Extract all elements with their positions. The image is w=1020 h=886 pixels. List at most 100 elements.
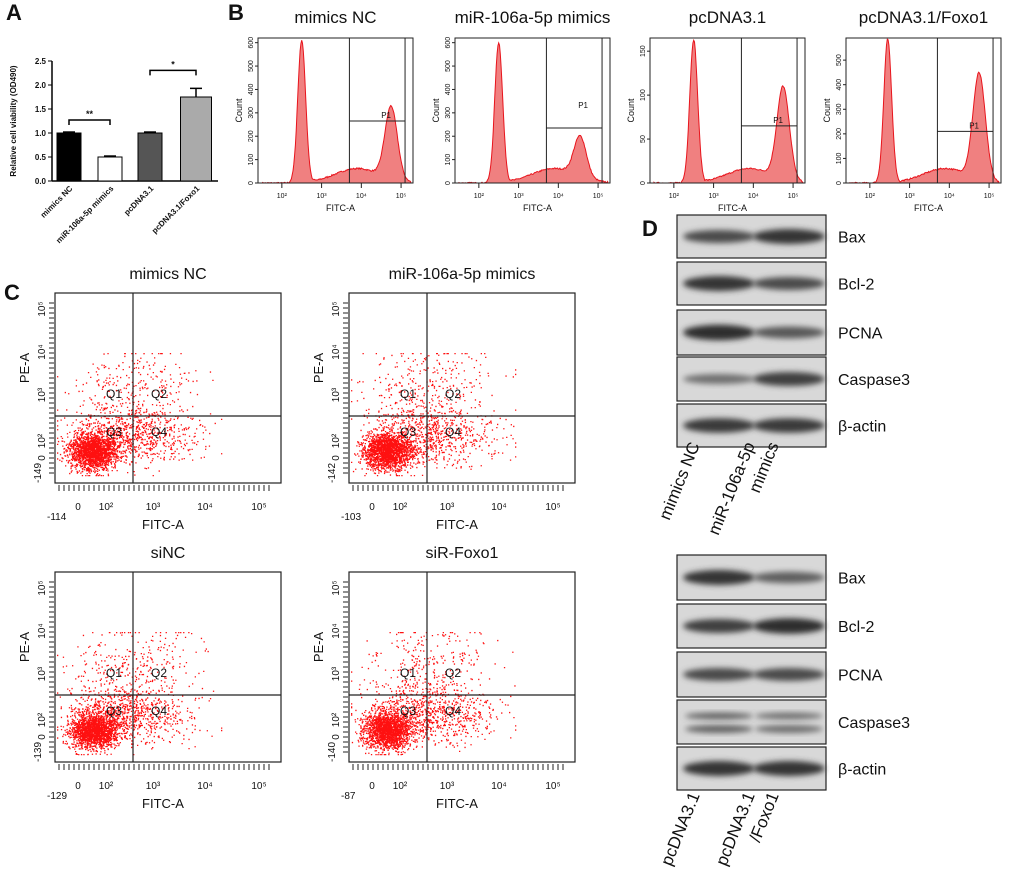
y-tick-label: 100 <box>248 154 255 166</box>
x-tick-label: 10⁵ <box>251 781 266 792</box>
plot-title: mimics NC <box>294 8 376 27</box>
plot-frame <box>454 37 611 184</box>
scatter-dots <box>351 632 517 756</box>
category-label: pcDNA3.1/Foxo1 <box>150 184 202 236</box>
y-tick-label: 500 <box>445 60 452 72</box>
panel-label-c: C <box>4 280 20 305</box>
y-tick-label: 500 <box>836 54 843 66</box>
y-axis-label: Count <box>822 98 832 123</box>
x-tick-label: 10³ <box>440 781 455 792</box>
y-tick-label: 100 <box>836 152 843 164</box>
histogram-area <box>458 41 609 184</box>
scatter-plot: mimics NC Q1 Q2 Q3 Q4 0 10² 10³ 10⁴ 10⁵ -114 FITC-A… <box>17 266 282 532</box>
y-tick-label: 150 <box>640 45 647 57</box>
gate-label: P1 <box>969 121 979 130</box>
x-tick-label: 10⁵ <box>396 193 407 200</box>
category-label: pcDNA3.1 <box>122 184 155 217</box>
x-tick-label: 0 <box>75 781 81 792</box>
y-tick-label: 10⁵ <box>37 301 48 316</box>
scatter-dots <box>351 353 517 477</box>
protein-label: β-actin <box>838 762 886 779</box>
plot-title: pcDNA3.1 <box>689 8 766 27</box>
scatter-plot: siNC Q1 Q2 Q3 Q4 0 10² 10³ 10⁴ 10⁵ -129 FITC-A 0 10² 1… <box>17 545 282 811</box>
x-tick-label: 10⁴ <box>356 193 367 200</box>
protein-label: PCNA <box>838 326 883 343</box>
y-tick-label: 0 <box>640 181 647 185</box>
quadrant-label: Q1 <box>400 666 416 680</box>
significance-label: * <box>171 59 175 69</box>
protein-label: PCNA <box>838 668 883 685</box>
protein-label: Bcl-2 <box>838 619 875 636</box>
y-tick-label: 200 <box>248 130 255 142</box>
protein-label: Bcl-2 <box>838 277 875 294</box>
protein-band <box>753 229 825 244</box>
x-tick-label: 0 <box>75 502 81 513</box>
y-tick-label: 10⁵ <box>331 301 342 316</box>
y-tick-label: 300 <box>445 107 452 119</box>
panel-label-b: B <box>228 0 244 25</box>
protein-band <box>755 725 823 733</box>
bar-chart: 0.0 0.5 1.0 1.5 2.0 2.5 Relative cell viabilit… <box>9 57 218 245</box>
scatter-plot: miR-106a-5p mimics Q1 Q2 Q3 Q4 0 10² 10³ 10⁴ 10⁵ -… <box>311 266 576 532</box>
significance-label: ** <box>86 109 94 119</box>
blot-row: Bcl-2 <box>676 603 875 649</box>
protein-label: Caspase3 <box>838 715 910 732</box>
x-tick-label: 10⁵ <box>593 193 604 200</box>
y-tick-label: 600 <box>445 37 452 49</box>
y-axis-label: Count <box>431 98 441 123</box>
y-tick-label: 0 <box>445 181 452 185</box>
quadrant-label: Q4 <box>151 704 167 718</box>
x-tick-label: 10⁵ <box>251 502 266 513</box>
x-tick-label: 0 <box>369 781 375 792</box>
x-tick-label: 10³ <box>146 502 161 513</box>
plot-title: miR-106a-5p mimics <box>389 266 536 283</box>
y-tick-label: 0 <box>836 181 843 185</box>
quadrant-label: Q2 <box>445 666 461 680</box>
x-tick-label: 10² <box>99 502 114 513</box>
panel-label-d: D <box>642 216 658 241</box>
gate-label: P1 <box>381 111 391 120</box>
y-tick-label: 200 <box>445 130 452 142</box>
y-tick-label: 10⁵ <box>331 580 342 595</box>
protein-band <box>683 276 755 291</box>
x-tick-label: 10² <box>277 193 288 200</box>
x-tick-label: 10⁵ <box>984 193 995 200</box>
bar-1 <box>97 156 123 182</box>
y-axis-label: Relative cell viability (OD490) <box>9 65 18 176</box>
y-tick-label: 600 <box>248 37 255 49</box>
blot-row: β-actin <box>676 746 886 791</box>
blot-row: Bax <box>676 214 866 259</box>
y-tick-label: 100 <box>640 89 647 101</box>
quadrant-label: Q3 <box>106 704 122 718</box>
y-axis-label: PE-A <box>311 353 326 384</box>
y-tick-label: 300 <box>248 107 255 119</box>
x-tick-label: 10⁵ <box>545 502 560 513</box>
bar-0 <box>56 132 82 182</box>
y-tick-label: 400 <box>248 84 255 96</box>
y-tick-label: 10⁴ <box>331 623 342 638</box>
x-tick-label: 10³ <box>514 193 525 200</box>
y-tick-label: 10² <box>331 433 342 448</box>
quadrant-label: Q2 <box>445 387 461 401</box>
blot-row: β-actin <box>676 403 886 448</box>
y-tick-label: 0 <box>37 455 48 461</box>
y-tick-label: 10² <box>37 712 48 727</box>
histogram-plot: pcDNA3.1 P1 0 50 100 150 Count 10² 10³ 10⁴ 10⁵ FITC… <box>626 8 806 213</box>
histogram-plot: mimics NC P1 0 100 200 300 400 500 600 Count 10² 10… <box>234 8 414 213</box>
x-tick-label: 10⁵ <box>788 193 799 200</box>
x-min-label: -87 <box>341 791 356 802</box>
plot-frame <box>348 292 576 484</box>
protein-band <box>685 725 753 733</box>
x-tick-label: 10⁵ <box>545 781 560 792</box>
histogram-plot: pcDNA3.1/Foxo1 P1 0 100 200 300 400 500 Count 10²… <box>822 8 1002 213</box>
y-tick-label: 50 <box>640 135 647 143</box>
y-axis-label: Count <box>234 98 244 123</box>
x-axis-label: FITC-A <box>142 796 184 811</box>
y-tick-label: 400 <box>445 84 452 96</box>
protein-band <box>683 570 755 585</box>
quadrant-label: Q4 <box>445 704 461 718</box>
x-min-label: -114 <box>47 512 67 523</box>
plot-title: siR-Foxo1 <box>426 545 499 562</box>
